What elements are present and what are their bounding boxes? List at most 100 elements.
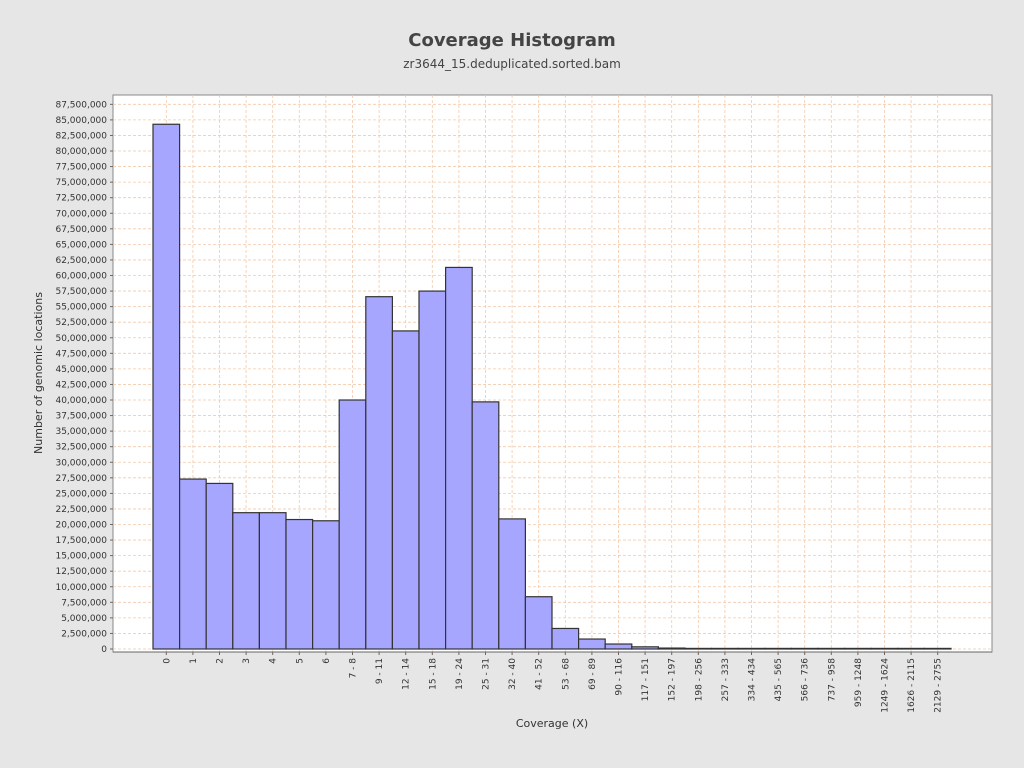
x-tick-label: 7 - 8 bbox=[349, 658, 359, 679]
y-tick-label: 52,500,000 bbox=[55, 318, 107, 328]
axes: 02,500,0005,000,0007,500,00010,000,00012… bbox=[55, 100, 992, 713]
x-tick-label: 15 - 18 bbox=[428, 658, 438, 690]
histogram-bar bbox=[897, 647, 925, 650]
y-tick-label: 60,000,000 bbox=[55, 272, 107, 282]
histogram-bar bbox=[365, 296, 393, 650]
histogram-bar bbox=[205, 482, 234, 650]
x-tick-label: 9 - 11 bbox=[375, 658, 385, 684]
histogram-bar bbox=[604, 643, 633, 650]
histogram-bar bbox=[232, 512, 261, 650]
x-tick-label: 959 - 1248 bbox=[854, 658, 864, 707]
histogram-bar bbox=[657, 647, 686, 650]
y-tick-label: 27,500,000 bbox=[55, 474, 107, 484]
histogram-bar bbox=[710, 647, 739, 650]
chart-subtitle: zr3644_15.deduplicated.sorted.bam bbox=[403, 57, 621, 71]
histogram-bar bbox=[631, 646, 659, 650]
x-tick-label: 435 - 565 bbox=[774, 658, 784, 701]
x-tick-label: 90 - 116 bbox=[615, 658, 625, 696]
histogram-bar bbox=[870, 647, 899, 650]
x-tick-label: 25 - 31 bbox=[482, 658, 492, 690]
x-tick-label: 6 bbox=[322, 658, 332, 664]
y-tick-label: 47,500,000 bbox=[55, 349, 107, 359]
chart-title: Coverage Histogram bbox=[408, 30, 616, 51]
y-tick-label: 87,500,000 bbox=[55, 100, 107, 110]
y-tick-label: 82,500,000 bbox=[55, 131, 107, 141]
y-tick-label: 5,000,000 bbox=[61, 614, 107, 624]
x-tick-label: 566 - 736 bbox=[801, 658, 811, 702]
y-tick-label: 2,500,000 bbox=[61, 629, 107, 639]
histogram-bar bbox=[577, 638, 606, 650]
x-tick-label: 41 - 52 bbox=[535, 658, 545, 690]
histogram-bar bbox=[843, 647, 872, 650]
y-tick-label: 75,000,000 bbox=[55, 178, 107, 188]
x-tick-label: 334 - 434 bbox=[748, 658, 758, 702]
histogram-bar bbox=[179, 478, 207, 650]
y-tick-label: 40,000,000 bbox=[55, 396, 107, 406]
x-tick-label: 1249 - 1624 bbox=[881, 658, 891, 713]
x-tick-label: 1 bbox=[189, 658, 199, 664]
x-tick-label: 4 bbox=[269, 658, 279, 664]
x-tick-label: 12 - 14 bbox=[402, 658, 412, 690]
histogram-bar bbox=[338, 399, 367, 650]
x-tick-label: 32 - 40 bbox=[508, 658, 518, 690]
histogram-bar bbox=[737, 647, 766, 650]
y-tick-label: 57,500,000 bbox=[55, 287, 107, 297]
y-tick-label: 72,500,000 bbox=[55, 194, 107, 204]
x-tick-label: 2129 - 2755 bbox=[934, 658, 944, 713]
x-tick-label: 5 bbox=[295, 658, 305, 664]
y-tick-label: 35,000,000 bbox=[55, 427, 107, 437]
histogram-bar bbox=[524, 596, 553, 650]
y-tick-label: 62,500,000 bbox=[55, 256, 107, 266]
y-tick-label: 17,500,000 bbox=[55, 536, 107, 546]
x-tick-label: 0 bbox=[162, 658, 172, 664]
y-tick-label: 30,000,000 bbox=[55, 458, 107, 468]
y-tick-label: 70,000,000 bbox=[55, 209, 107, 219]
y-tick-label: 22,500,000 bbox=[55, 505, 107, 515]
x-tick-label: 737 - 958 bbox=[827, 658, 837, 702]
y-tick-label: 37,500,000 bbox=[55, 412, 107, 422]
y-tick-label: 67,500,000 bbox=[55, 225, 107, 235]
histogram-bar bbox=[498, 518, 526, 650]
y-tick-label: 7,500,000 bbox=[61, 598, 107, 608]
x-tick-label: 19 - 24 bbox=[455, 658, 465, 690]
x-tick-label: 117 - 151 bbox=[641, 658, 651, 701]
histogram-bar bbox=[923, 647, 952, 650]
y-tick-label: 55,000,000 bbox=[55, 303, 107, 313]
histogram-bar bbox=[551, 627, 580, 650]
x-tick-label: 257 - 333 bbox=[721, 658, 731, 701]
x-tick-label: 3 bbox=[242, 658, 252, 664]
histogram-bar bbox=[764, 647, 792, 650]
y-tick-label: 42,500,000 bbox=[55, 380, 107, 390]
x-tick-label: 2 bbox=[216, 658, 226, 664]
y-tick-label: 15,000,000 bbox=[55, 552, 107, 562]
y-tick-label: 65,000,000 bbox=[55, 240, 107, 250]
y-tick-label: 85,000,000 bbox=[55, 116, 107, 126]
histogram-bar bbox=[471, 401, 500, 650]
histogram-bar bbox=[152, 123, 181, 650]
y-axis-label: Number of genomic locations bbox=[32, 292, 45, 454]
y-tick-label: 77,500,000 bbox=[55, 163, 107, 173]
histogram-bar bbox=[418, 290, 447, 650]
x-tick-label: 1626 - 2115 bbox=[907, 658, 917, 713]
histogram-bar bbox=[312, 520, 340, 650]
histogram-bar bbox=[817, 647, 846, 650]
histogram-bar bbox=[445, 266, 473, 650]
x-tick-label: 198 - 256 bbox=[694, 658, 704, 702]
histogram-bar bbox=[285, 518, 314, 650]
y-tick-label: 45,000,000 bbox=[55, 365, 107, 375]
x-tick-label: 69 - 89 bbox=[588, 658, 598, 690]
y-tick-label: 80,000,000 bbox=[55, 147, 107, 157]
histogram-bar bbox=[391, 330, 420, 650]
histogram-bar bbox=[790, 647, 819, 650]
y-tick-label: 50,000,000 bbox=[55, 334, 107, 344]
y-tick-label: 12,500,000 bbox=[55, 567, 107, 577]
x-tick-label: 53 - 68 bbox=[561, 658, 571, 690]
y-tick-label: 25,000,000 bbox=[55, 489, 107, 499]
bars bbox=[152, 123, 952, 650]
x-tick-label: 152 - 197 bbox=[668, 658, 678, 701]
y-tick-label: 20,000,000 bbox=[55, 521, 107, 531]
y-tick-label: 32,500,000 bbox=[55, 443, 107, 453]
x-axis-label: Coverage (X) bbox=[516, 717, 588, 730]
histogram-bar bbox=[258, 512, 287, 650]
